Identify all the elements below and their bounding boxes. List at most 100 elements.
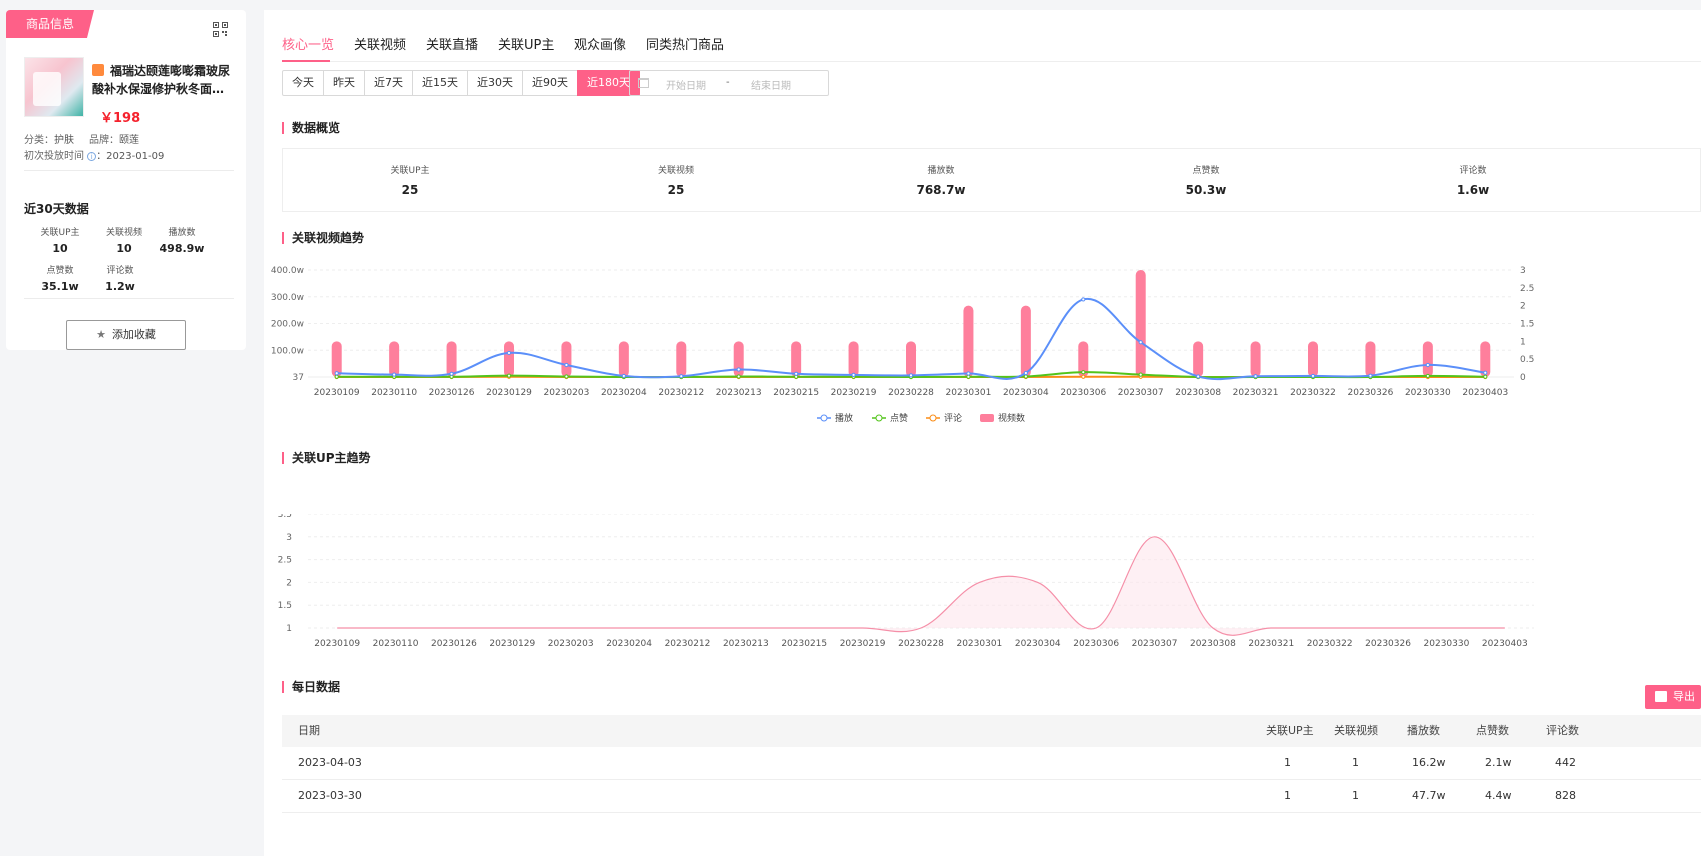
date-range-buttons: 今天 昨天 近7天 近15天 近30天 近90天 近180天 xyxy=(282,70,640,96)
bar xyxy=(1250,341,1261,377)
data-point xyxy=(1081,370,1086,375)
divider xyxy=(24,170,234,171)
x-tick-label: 20230109 xyxy=(314,388,360,398)
product-price: ￥198 xyxy=(100,111,141,126)
x-tick-label: 20230308 xyxy=(1190,639,1236,649)
cell-video: 1 xyxy=(1352,789,1359,802)
range-90d-button[interactable]: 近90天 xyxy=(522,70,578,96)
y-right-tick-label: 1 xyxy=(1520,337,1526,347)
cell-play: 16.2w xyxy=(1412,756,1446,769)
range-7d-button[interactable]: 近7天 xyxy=(364,70,413,96)
video-trend-chart[interactable]: 37 100.0w 200.0w 300.0w 400.0w 0 0.5 1 1.5 2 2.5 3 2… xyxy=(264,260,1701,460)
start-date-input[interactable]: 开始日期 xyxy=(666,81,706,92)
bar xyxy=(561,341,572,377)
column-header[interactable]: 关联UP主 xyxy=(1266,724,1314,737)
x-tick-label: 20230109 xyxy=(314,639,360,649)
recent30-stat: 关联UP主 10 xyxy=(40,228,80,255)
x-tick-label: 20230301 xyxy=(946,388,992,398)
overview-card: 关联UP主 25 关联视频 25 播放数 768.7w 点赞数 50.3w 评论数 1.6… xyxy=(282,148,1701,212)
x-tick-label: 20230322 xyxy=(1290,388,1336,398)
legend-label: 视频数 xyxy=(998,412,1025,424)
y-tick-label: 37 xyxy=(293,373,304,383)
column-header[interactable]: 点赞数 xyxy=(1476,724,1509,737)
bar xyxy=(1193,341,1204,377)
tab-related-up[interactable]: 关联UP主 xyxy=(498,38,555,53)
overview-item: 关联视频 25 xyxy=(657,166,694,197)
bar xyxy=(848,341,859,377)
up-trend-title: 关联UP主趋势 xyxy=(282,452,371,464)
data-point xyxy=(449,371,454,376)
product-info-tag: 商品信息 xyxy=(6,10,94,38)
legend-label: 评论 xyxy=(944,412,962,424)
data-point xyxy=(621,373,626,379)
tab-bar: 核心一览 关联视频 关联直播 关联UP主 观众画像 同类热门商品 xyxy=(282,24,1701,62)
x-tick-label: 20230304 xyxy=(1015,639,1061,649)
tab-audience-profile[interactable]: 观众画像 xyxy=(574,38,627,53)
tab-similar-products[interactable]: 同类热门商品 xyxy=(646,38,725,53)
x-tick-label: 20230126 xyxy=(429,388,475,398)
product-category: 分类：护肤 xyxy=(24,135,74,146)
x-tick-label: 20230212 xyxy=(665,639,711,649)
product-image[interactable] xyxy=(24,57,84,117)
tab-core-overview[interactable]: 核心一览 xyxy=(282,38,335,53)
tab-related-videos[interactable]: 关联视频 xyxy=(354,38,407,53)
legend-label: 播放 xyxy=(835,412,853,424)
y-tick-label: 2 xyxy=(286,578,292,588)
product-title[interactable]: 福瑞达颐莲嘭嘭霜玻尿酸补水保湿修护秋冬面霜… xyxy=(92,64,230,96)
x-tick-label: 20230307 xyxy=(1132,639,1178,649)
column-header[interactable]: 日期 xyxy=(298,724,320,737)
bar xyxy=(618,341,629,377)
data-point xyxy=(736,367,741,372)
up-trend-chart[interactable]: 1 1.5 2 2.5 3 3.5 20230109 20230110 20230126 2023… xyxy=(264,514,1701,689)
export-button[interactable]: 导出 xyxy=(1645,685,1701,709)
table-row[interactable]: 2023-03-30 1 1 47.7w 4.4w 828 xyxy=(282,780,1701,813)
y-tick-label: 300.0w xyxy=(271,293,304,303)
data-point xyxy=(1023,374,1028,379)
x-tick-label: 20230215 xyxy=(781,639,827,649)
add-favorite-button[interactable]: ★ 添加收藏 xyxy=(66,320,186,350)
platform-badge-icon xyxy=(92,64,104,76)
y-right-tick-label: 3 xyxy=(1520,266,1526,276)
legend-marker xyxy=(929,414,937,422)
range-30d-button[interactable]: 近30天 xyxy=(467,70,523,96)
y-right-tick-label: 1.5 xyxy=(1520,320,1534,330)
legend-label: 点赞 xyxy=(890,412,908,424)
column-header[interactable]: 评论数 xyxy=(1546,724,1579,737)
range-today-button[interactable]: 今天 xyxy=(282,70,324,96)
overview-item: 关联UP主 25 xyxy=(390,166,430,197)
star-icon: ★ xyxy=(96,328,106,341)
table-header: 日期 关联UP主 关联视频 播放数 点赞数 评论数 xyxy=(282,715,1701,747)
overview-item: 播放数 768.7w xyxy=(916,166,966,197)
qr-code-icon[interactable] xyxy=(213,22,228,37)
end-date-input[interactable]: 结束日期 xyxy=(751,81,791,92)
column-header[interactable]: 关联视频 xyxy=(1334,724,1378,737)
data-point xyxy=(966,371,971,376)
cell-play: 47.7w xyxy=(1412,789,1446,802)
date-range-picker[interactable]: 开始日期 - 结束日期 xyxy=(629,70,829,96)
table-row[interactable]: 2023-04-03 1 1 16.2w 2.1w 442 xyxy=(282,747,1701,780)
data-point xyxy=(564,374,569,379)
x-tick-label: 20230321 xyxy=(1233,388,1279,398)
tab-related-live[interactable]: 关联直播 xyxy=(426,38,479,53)
area-fill xyxy=(337,536,1505,636)
column-header[interactable]: 播放数 xyxy=(1407,724,1440,737)
range-yesterday-button[interactable]: 昨天 xyxy=(323,70,365,96)
y-tick-label: 100.0w xyxy=(271,346,304,356)
data-point xyxy=(1253,374,1258,379)
bar xyxy=(389,341,400,377)
bar xyxy=(1020,305,1031,377)
bar xyxy=(963,305,974,377)
cell-comment: 442 xyxy=(1555,756,1576,769)
data-point xyxy=(1023,370,1028,376)
data-point xyxy=(564,362,569,368)
range-15d-button[interactable]: 近15天 xyxy=(412,70,468,96)
x-tick-label: 20230110 xyxy=(371,388,417,398)
info-icon[interactable]: i xyxy=(87,152,97,161)
cell-video: 1 xyxy=(1352,756,1359,769)
cell-up: 1 xyxy=(1284,756,1291,769)
product-panel: 商品信息 福瑞达颐莲嘭嘭霜玻尿酸补水保湿修护秋冬面霜… ￥198 分类：护肤 品… xyxy=(6,10,246,350)
bar xyxy=(906,341,916,377)
x-tick-label: 20230403 xyxy=(1482,639,1528,649)
data-point xyxy=(1138,372,1143,377)
x-tick-label: 20230219 xyxy=(831,388,877,398)
